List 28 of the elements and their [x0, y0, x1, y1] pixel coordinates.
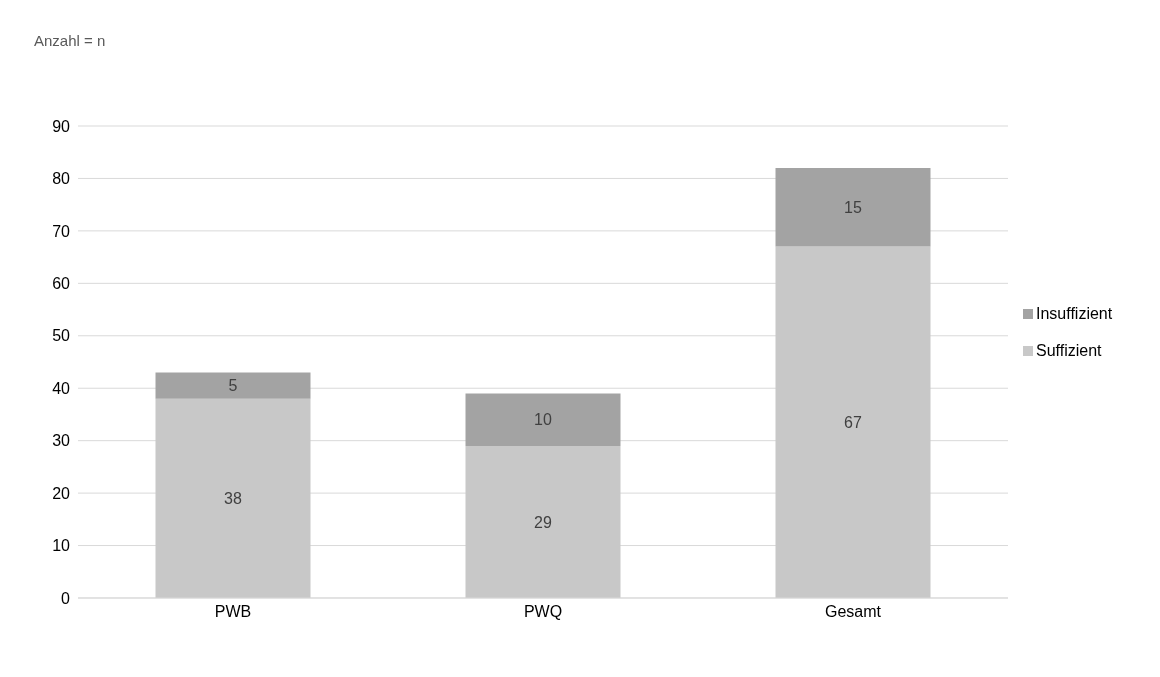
y-tick-label: 0 [61, 589, 71, 607]
y-tick-label: 30 [52, 432, 71, 450]
y-tick-label: 10 [52, 537, 71, 555]
y-tick-label: 50 [52, 327, 71, 345]
bar [155, 398, 311, 598]
legend-label: Insuffizient [1036, 304, 1113, 324]
x-tick-label: PWQ [523, 603, 563, 621]
bar [775, 246, 931, 598]
data-label: 29 [534, 513, 552, 531]
bar [465, 445, 621, 598]
bar [465, 393, 621, 446]
y-tick-label: 70 [52, 222, 71, 240]
y-tick-label: 60 [52, 275, 71, 293]
data-label: 5 [228, 377, 238, 395]
data-label: 38 [224, 490, 242, 508]
y-tick-label: 40 [52, 379, 71, 397]
y-axis-title: Anzahl = n [34, 32, 106, 49]
legend-label: Suffizient [1036, 341, 1102, 361]
x-tick-label: Gesamt [824, 603, 882, 621]
y-tick-label: 20 [52, 484, 71, 502]
data-label: 10 [534, 411, 552, 429]
bar [155, 372, 311, 399]
data-label: 15 [844, 198, 862, 216]
y-tick-label: 80 [52, 170, 71, 188]
bar [775, 167, 931, 247]
y-tick-label: 90 [52, 117, 71, 135]
data-label: 67 [844, 413, 862, 431]
x-tick-label: PWB [214, 603, 252, 621]
